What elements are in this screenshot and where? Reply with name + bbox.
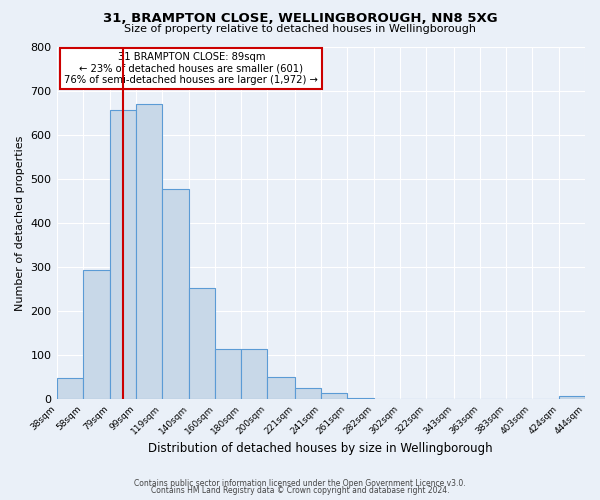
Bar — [559, 396, 585, 400]
Text: Contains HM Land Registry data © Crown copyright and database right 2024.: Contains HM Land Registry data © Crown c… — [151, 486, 449, 495]
Text: 31 BRAMPTON CLOSE: 89sqm
← 23% of detached houses are smaller (601)
76% of semi-: 31 BRAMPTON CLOSE: 89sqm ← 23% of detach… — [64, 52, 318, 85]
Bar — [83, 270, 110, 400]
Bar — [56, 378, 83, 400]
Bar — [110, 110, 136, 400]
Bar — [162, 189, 190, 400]
Bar — [295, 388, 321, 400]
Text: Size of property relative to detached houses in Wellingborough: Size of property relative to detached ho… — [124, 24, 476, 34]
Bar — [241, 349, 268, 400]
X-axis label: Distribution of detached houses by size in Wellingborough: Distribution of detached houses by size … — [148, 442, 493, 455]
Text: Contains public sector information licensed under the Open Government Licence v3: Contains public sector information licen… — [134, 478, 466, 488]
Bar — [347, 398, 374, 400]
Bar — [136, 104, 162, 400]
Bar — [268, 378, 295, 400]
Bar — [215, 349, 241, 400]
Text: 31, BRAMPTON CLOSE, WELLINGBOROUGH, NN8 5XG: 31, BRAMPTON CLOSE, WELLINGBOROUGH, NN8 … — [103, 12, 497, 26]
Bar — [190, 288, 215, 400]
Y-axis label: Number of detached properties: Number of detached properties — [15, 136, 25, 310]
Bar — [321, 393, 347, 400]
